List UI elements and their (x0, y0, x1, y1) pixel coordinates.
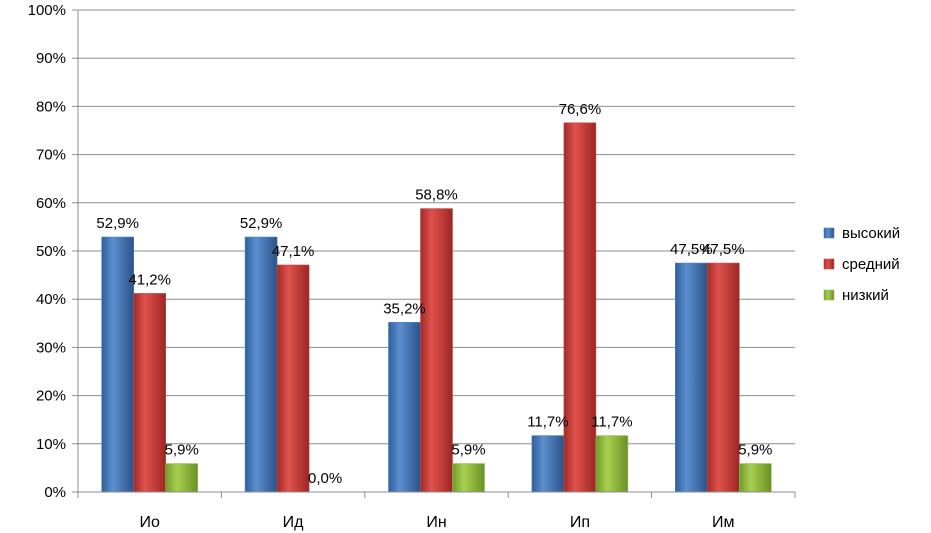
bar (101, 236, 134, 493)
legend-label: высокий (842, 225, 900, 242)
y-tick-label: 60% (36, 195, 66, 212)
y-tick-label: 90% (36, 50, 66, 67)
x-tick-label: Им (712, 514, 735, 531)
legend-label: низкий (842, 287, 889, 304)
y-axis: 0% 10% 20% 30% 40% 50% 60% 70% 80% 90% 100% (28, 2, 79, 501)
bar (133, 293, 166, 493)
bar (452, 463, 485, 493)
data-label: 47,1% (272, 243, 315, 260)
data-label: 52,9% (240, 215, 283, 232)
data-label: 52,9% (96, 215, 139, 232)
bar (674, 262, 708, 493)
bar (244, 236, 278, 493)
bar (563, 122, 597, 493)
legend-swatch (823, 258, 835, 270)
data-label: 41,2% (128, 271, 171, 288)
bar (738, 463, 772, 493)
legend-label: средний (842, 256, 900, 273)
legend-swatch (823, 289, 835, 301)
data-label: 11,7% (527, 414, 568, 431)
bar (531, 435, 565, 493)
bar (420, 208, 453, 493)
y-tick-label: 40% (36, 291, 66, 308)
bar (388, 322, 421, 493)
x-tick-label: Ин (426, 514, 446, 531)
y-tick-label: 50% (36, 243, 66, 260)
data-label: 0,0% (308, 470, 342, 487)
data-label: 47,5% (702, 241, 745, 258)
legend-swatch (823, 227, 835, 239)
data-label: 5,9% (165, 442, 199, 459)
bars (101, 122, 772, 493)
bar (595, 435, 629, 493)
data-label: 76,6% (559, 101, 602, 118)
data-label: 58,8% (415, 187, 458, 204)
x-tick-label: Ио (139, 514, 160, 531)
bar (276, 264, 310, 493)
legend: высокий средний низкий (823, 225, 900, 304)
data-label: 5,9% (451, 442, 485, 459)
bar (165, 463, 198, 493)
x-tick-label: Ип (570, 514, 590, 531)
bar (706, 262, 740, 493)
y-tick-label: 0% (44, 484, 66, 501)
y-tick-label: 20% (36, 388, 66, 405)
y-tick-label: 30% (36, 339, 66, 356)
data-label: 35,2% (383, 300, 426, 317)
y-tick-label: 70% (36, 147, 66, 164)
y-tick-label: 80% (36, 98, 66, 115)
data-labels: 52,9% 41,2% 5,9% 52,9% 47,1% 0,0% 35,2% 58,8% 5,… (96, 101, 772, 487)
x-axis: Ио Ид Ин Ип Им (77, 491, 796, 531)
x-tick-label: Ид (283, 514, 305, 531)
y-tick-label: 10% (36, 436, 66, 453)
data-label: 5,9% (738, 442, 772, 459)
data-label: 11,7% (591, 414, 632, 431)
y-tick-label: 100% (28, 2, 66, 19)
data-label: 47,5% (670, 241, 713, 258)
